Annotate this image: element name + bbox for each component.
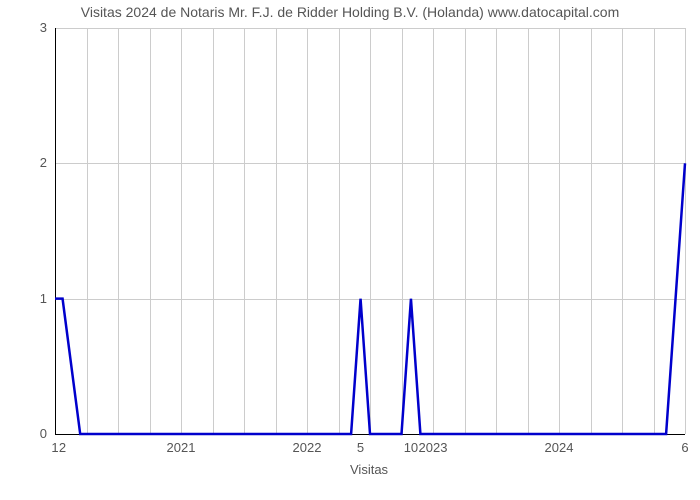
x-tick-label: 2021 <box>167 440 196 455</box>
y-tick-label: 3 <box>27 20 47 35</box>
x-axis-title: Visitas <box>350 462 388 477</box>
x-tick-label: 2024 <box>545 440 574 455</box>
peak-label: 10 <box>404 440 418 455</box>
y-tick-label: 1 <box>27 291 47 306</box>
x-tick-label: 2022 <box>293 440 322 455</box>
chart-title: Visitas 2024 de Notaris Mr. F.J. de Ridd… <box>0 4 700 20</box>
plot-area <box>55 28 685 434</box>
endpoint-label: 6 <box>681 440 688 455</box>
endpoint-label: 1 <box>51 440 58 455</box>
y-tick-label: 0 <box>27 426 47 441</box>
line-series <box>55 28 685 434</box>
x-tick-label: 2023 <box>419 440 448 455</box>
peak-label: 5 <box>357 440 364 455</box>
y-tick-label: 2 <box>27 155 47 170</box>
endpoint-label: 2 <box>59 440 66 455</box>
chart-container: Visitas 2024 de Notaris Mr. F.J. de Ridd… <box>0 0 700 500</box>
grid-line-vertical <box>685 28 686 434</box>
visits-polyline <box>55 163 685 434</box>
